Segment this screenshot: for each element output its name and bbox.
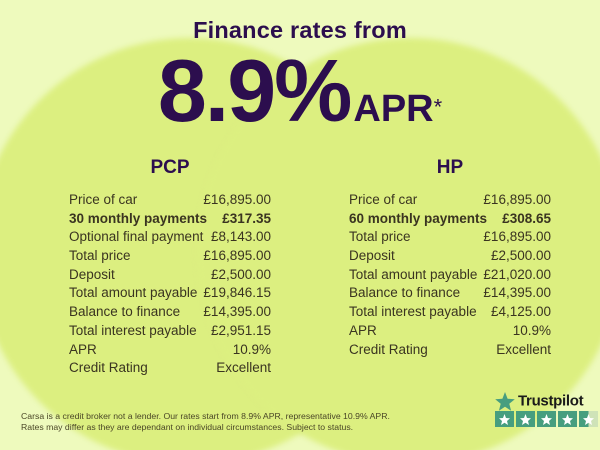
svg-text:Trustpilot: Trustpilot xyxy=(518,393,584,410)
